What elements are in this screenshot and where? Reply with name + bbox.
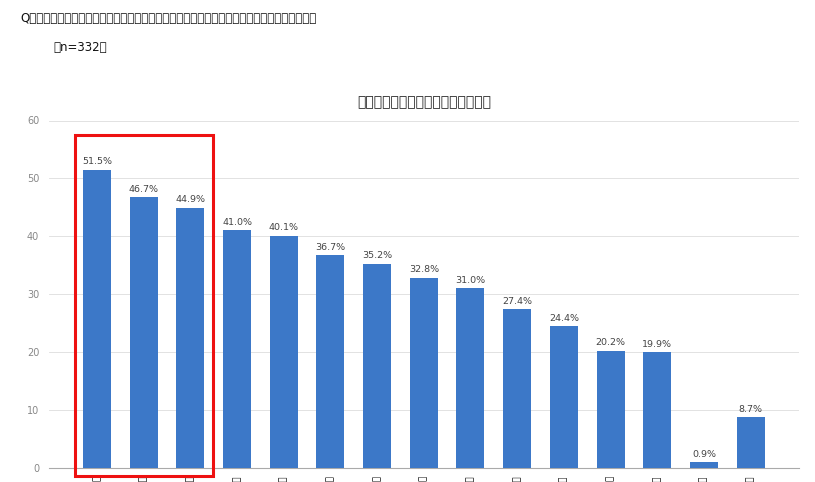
Text: 8.7%: 8.7% bbox=[738, 405, 763, 414]
Text: 51.5%: 51.5% bbox=[82, 157, 112, 166]
Text: 41.0%: 41.0% bbox=[222, 218, 252, 227]
Text: 35.2%: 35.2% bbox=[362, 252, 392, 260]
Bar bbox=[223, 230, 251, 468]
Text: 20.2%: 20.2% bbox=[596, 338, 626, 347]
Bar bbox=[690, 462, 718, 468]
Text: （n=332）: （n=332） bbox=[53, 41, 107, 54]
Text: 36.7%: 36.7% bbox=[315, 243, 346, 252]
Bar bbox=[75, 135, 213, 476]
Bar bbox=[550, 326, 578, 468]
Bar bbox=[737, 417, 764, 468]
Bar bbox=[456, 288, 484, 468]
Bar bbox=[176, 208, 205, 468]
Bar bbox=[643, 352, 672, 468]
Bar bbox=[83, 170, 111, 468]
Text: Q　プラントベースフードに期待する点について、当てはまるものを全て選択してください。: Q プラントベースフードに期待する点について、当てはまるものを全て選択してくださ… bbox=[20, 12, 316, 25]
Bar bbox=[316, 255, 345, 468]
Title: プラントベースフードに期待する点: プラントベースフードに期待する点 bbox=[357, 95, 491, 109]
Text: 44.9%: 44.9% bbox=[175, 195, 205, 204]
Bar bbox=[363, 264, 391, 468]
Text: 19.9%: 19.9% bbox=[642, 340, 672, 349]
Text: 0.9%: 0.9% bbox=[692, 450, 716, 459]
Text: 27.4%: 27.4% bbox=[502, 296, 532, 306]
Bar bbox=[597, 351, 624, 468]
Text: 46.7%: 46.7% bbox=[129, 185, 159, 194]
Text: 24.4%: 24.4% bbox=[548, 314, 579, 323]
Bar bbox=[503, 309, 531, 468]
Text: 32.8%: 32.8% bbox=[409, 266, 438, 274]
Bar bbox=[130, 198, 157, 468]
Text: 40.1%: 40.1% bbox=[269, 223, 299, 232]
Text: 31.0%: 31.0% bbox=[456, 276, 486, 285]
Bar bbox=[270, 236, 297, 468]
Bar bbox=[410, 278, 438, 468]
